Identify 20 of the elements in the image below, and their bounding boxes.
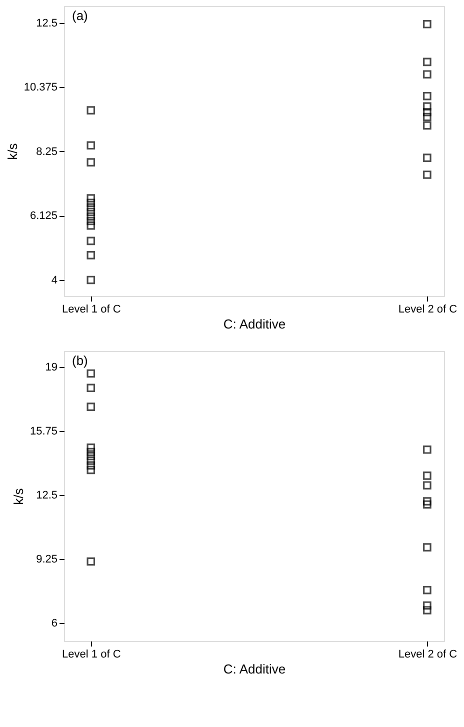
x-tick-label: Level 1 of C bbox=[62, 648, 121, 660]
y-tick-label: 15.75 bbox=[30, 425, 58, 438]
x-tick-label: Level 2 of C bbox=[398, 304, 458, 316]
y-tick-label: 9.25 bbox=[36, 554, 58, 566]
x-tick-label: Level 1 of C bbox=[62, 304, 121, 316]
y-axis-title: k/s bbox=[10, 488, 26, 505]
y-axis-title: k/s bbox=[4, 142, 20, 160]
y-tick-label: 12.5 bbox=[36, 17, 58, 30]
y-tick-label: 19 bbox=[45, 361, 58, 374]
x-axis-title: C: Additive bbox=[223, 662, 286, 676]
y-tick-label: 6.125 bbox=[30, 210, 58, 222]
x-axis-title: C: Additive bbox=[223, 316, 286, 332]
y-tick-label: 6 bbox=[51, 618, 58, 630]
y-tick-label: 12.5 bbox=[36, 490, 58, 502]
annotation: (a) bbox=[72, 8, 88, 23]
x-tick-label: Level 2 of C bbox=[398, 648, 458, 660]
y-tick-label: 10.375 bbox=[24, 82, 58, 94]
y-tick-label: 4 bbox=[51, 274, 58, 286]
annotation: (b) bbox=[72, 353, 88, 368]
y-tick-label: 8.25 bbox=[36, 146, 58, 158]
